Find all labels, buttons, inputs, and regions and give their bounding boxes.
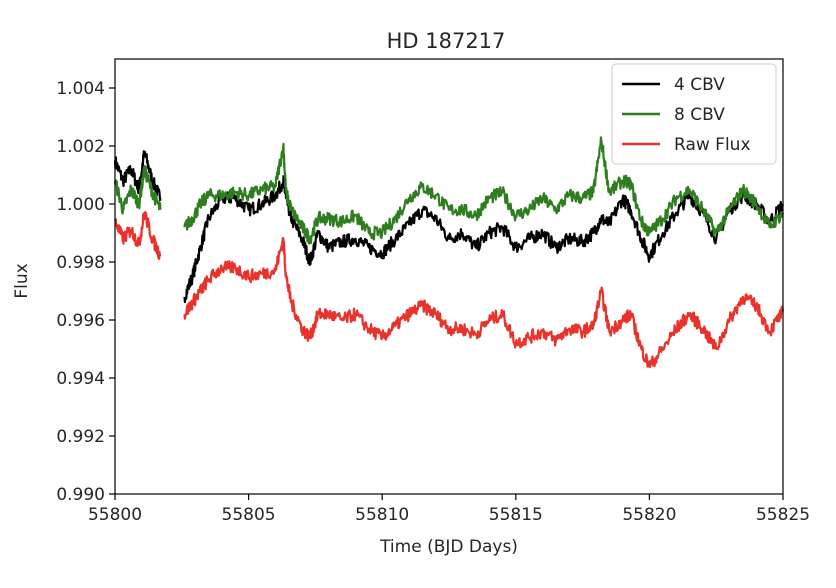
series-line: [183, 175, 785, 304]
y-axis-label: Flux: [12, 263, 32, 298]
y-axis: 0.990 0.992 0.994 0.996 0.998 1.000 1.002 1.004: [56, 79, 115, 505]
series-layer: [113, 136, 785, 368]
y-tick-label: 0.992: [56, 427, 105, 447]
series-line: [183, 237, 785, 368]
x-tick-label: 55825: [756, 505, 810, 525]
x-tick-label: 55815: [489, 505, 543, 525]
chart-title: HD 187217: [387, 29, 506, 53]
y-tick-label: 1.000: [56, 195, 105, 215]
y-tick-label: 0.994: [56, 369, 105, 389]
legend-label: Raw Flux: [674, 135, 751, 155]
series-line: [113, 150, 162, 202]
legend-label: 8 CBV: [674, 105, 725, 125]
y-tick-label: 1.002: [56, 137, 105, 157]
y-tick-label: 0.998: [56, 253, 105, 273]
legend-items: 4 CBV 8 CBV Raw Flux: [622, 75, 751, 155]
series-line: [114, 211, 162, 260]
x-tick-label: 55800: [88, 505, 142, 525]
x-tick-label: 55805: [222, 505, 276, 525]
x-tick-label: 55810: [355, 505, 409, 525]
series-line: [183, 136, 785, 245]
y-tick-label: 0.990: [56, 485, 105, 505]
y-tick-label: 0.996: [56, 311, 105, 331]
x-tick-label: 55820: [622, 505, 676, 525]
legend-box: [611, 63, 777, 165]
series-line: [113, 165, 162, 215]
legend-label: 4 CBV: [674, 75, 725, 95]
y-tick-label: 1.004: [56, 79, 105, 99]
plot-border: [114, 58, 784, 495]
x-axis-label: Time (BJD Days): [379, 537, 518, 557]
legend: 4 CBV 8 CBV Raw Flux: [611, 63, 777, 165]
x-axis: 55800 55805 55810 55815 55820 55825: [88, 494, 810, 525]
